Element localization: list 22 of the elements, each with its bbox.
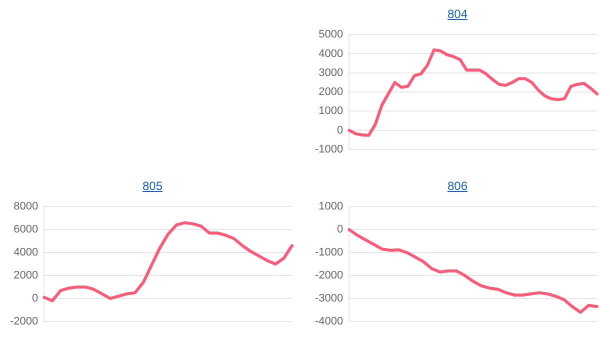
y-tick-label: -1000 bbox=[314, 143, 344, 156]
y-tick-label: 6000 bbox=[14, 224, 38, 236]
chart-title: 805 bbox=[141, 178, 164, 194]
y-tick-label: 3000 bbox=[318, 66, 344, 79]
y-tick-label: -4000 bbox=[314, 315, 344, 328]
y-tick-label: -3000 bbox=[314, 292, 344, 304]
y-tick-label: 8000 bbox=[14, 200, 38, 213]
y-tick-label: -1000 bbox=[314, 246, 344, 259]
y-tick-label: 2000 bbox=[14, 270, 38, 282]
y-tick-label: 1000 bbox=[318, 105, 344, 118]
y-tick-label: -2000 bbox=[10, 315, 38, 328]
y-tick-label: 0 bbox=[337, 224, 344, 236]
y-tick-label: 5000 bbox=[318, 28, 344, 41]
y-tick-label: 0 bbox=[32, 292, 38, 304]
y-tick-label: 0 bbox=[337, 124, 344, 136]
y-tick-label: 1000 bbox=[318, 200, 344, 213]
chart-title: 804 bbox=[446, 6, 469, 22]
y-tick-label: 4000 bbox=[14, 246, 38, 259]
chart-title: 806 bbox=[446, 178, 469, 194]
y-tick-label: 2000 bbox=[318, 86, 344, 98]
y-tick-label: 4000 bbox=[318, 48, 344, 60]
y-tick-label: -2000 bbox=[314, 270, 344, 282]
